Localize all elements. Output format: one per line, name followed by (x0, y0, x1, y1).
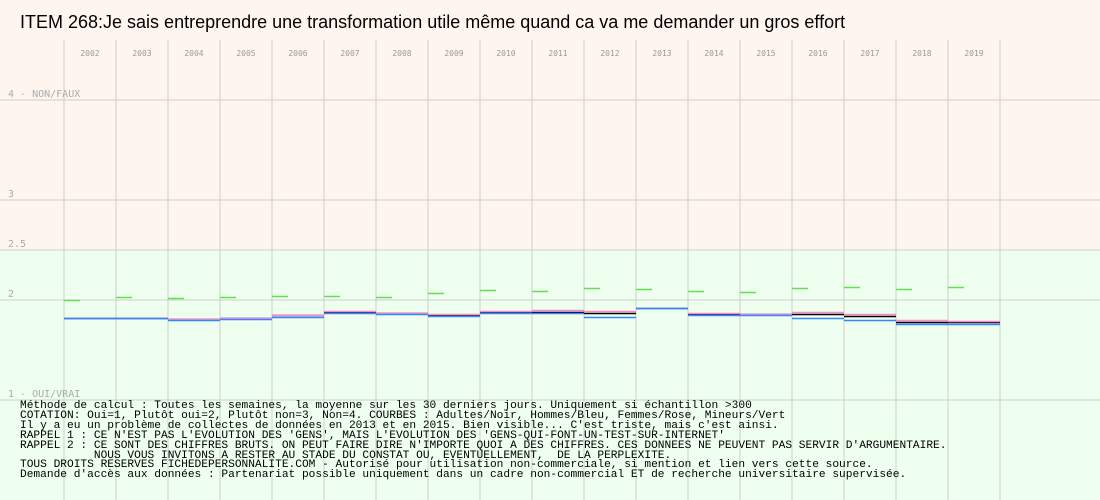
note-rappel-2-cont: NOUS VOUS INVITONS A RESTER AU STADE DU … (20, 449, 672, 462)
x-tick-label: 2008 (392, 49, 411, 58)
note-data-problem: Il y a eu un problème de collectes de do… (20, 419, 779, 432)
note-rappel-2: RAPPEL 2 : CE SONT DES CHIFFRES BRUTS. O… (20, 439, 947, 452)
x-tick-label: 2004 (184, 49, 203, 58)
y-tick-label: 1 - OUI/VRAI (8, 389, 80, 400)
x-tick-label: 2005 (236, 49, 255, 58)
x-tick-label: 2012 (600, 49, 619, 58)
y-tick-label: 2.5 (8, 239, 26, 250)
x-tick-label: 2017 (860, 49, 879, 58)
x-tick-label: 2009 (444, 49, 463, 58)
x-tick-label: 2007 (340, 49, 359, 58)
note-cotation: COTATION: Oui=1, Plutôt oui=2, Plutôt no… (20, 409, 786, 422)
x-tick-label: 2016 (808, 49, 827, 58)
x-tick-label: 2011 (548, 49, 567, 58)
x-tick-label: 2010 (496, 49, 515, 58)
x-tick-label: 2013 (652, 49, 671, 58)
x-tick-label: 2006 (288, 49, 307, 58)
x-tick-label: 2003 (132, 49, 151, 58)
note-data-access: Demande d'accès aux données : Partenaria… (20, 469, 907, 482)
x-tick-label: 2018 (912, 49, 931, 58)
background-zone-0 (0, 0, 1100, 250)
y-tick-label: 3 (8, 189, 14, 200)
chart-title: ITEM 268:Je sais entreprendre une transf… (20, 12, 846, 32)
x-tick-label: 2014 (704, 49, 723, 58)
y-tick-label: 2 (8, 289, 14, 300)
background-zone-1 (0, 250, 1100, 500)
x-tick-label: 2002 (80, 49, 99, 58)
note-rappel-1: RAPPEL 1 : CE N'EST PAS L'EVOLUTION DES … (20, 429, 725, 442)
note-method: Méthode de calcul : Toutes les semaines,… (20, 400, 752, 412)
x-tick-label: 2019 (964, 49, 983, 58)
chart-notes: Méthode de calcul : Toutes les semaines,… (20, 400, 1095, 482)
y-tick-label: 4 - NON/FAUX (8, 89, 80, 100)
note-copyright: TOUS DROITS RESERVES FICHEDEPERSONNALITE… (20, 459, 873, 472)
x-tick-label: 2015 (756, 49, 775, 58)
